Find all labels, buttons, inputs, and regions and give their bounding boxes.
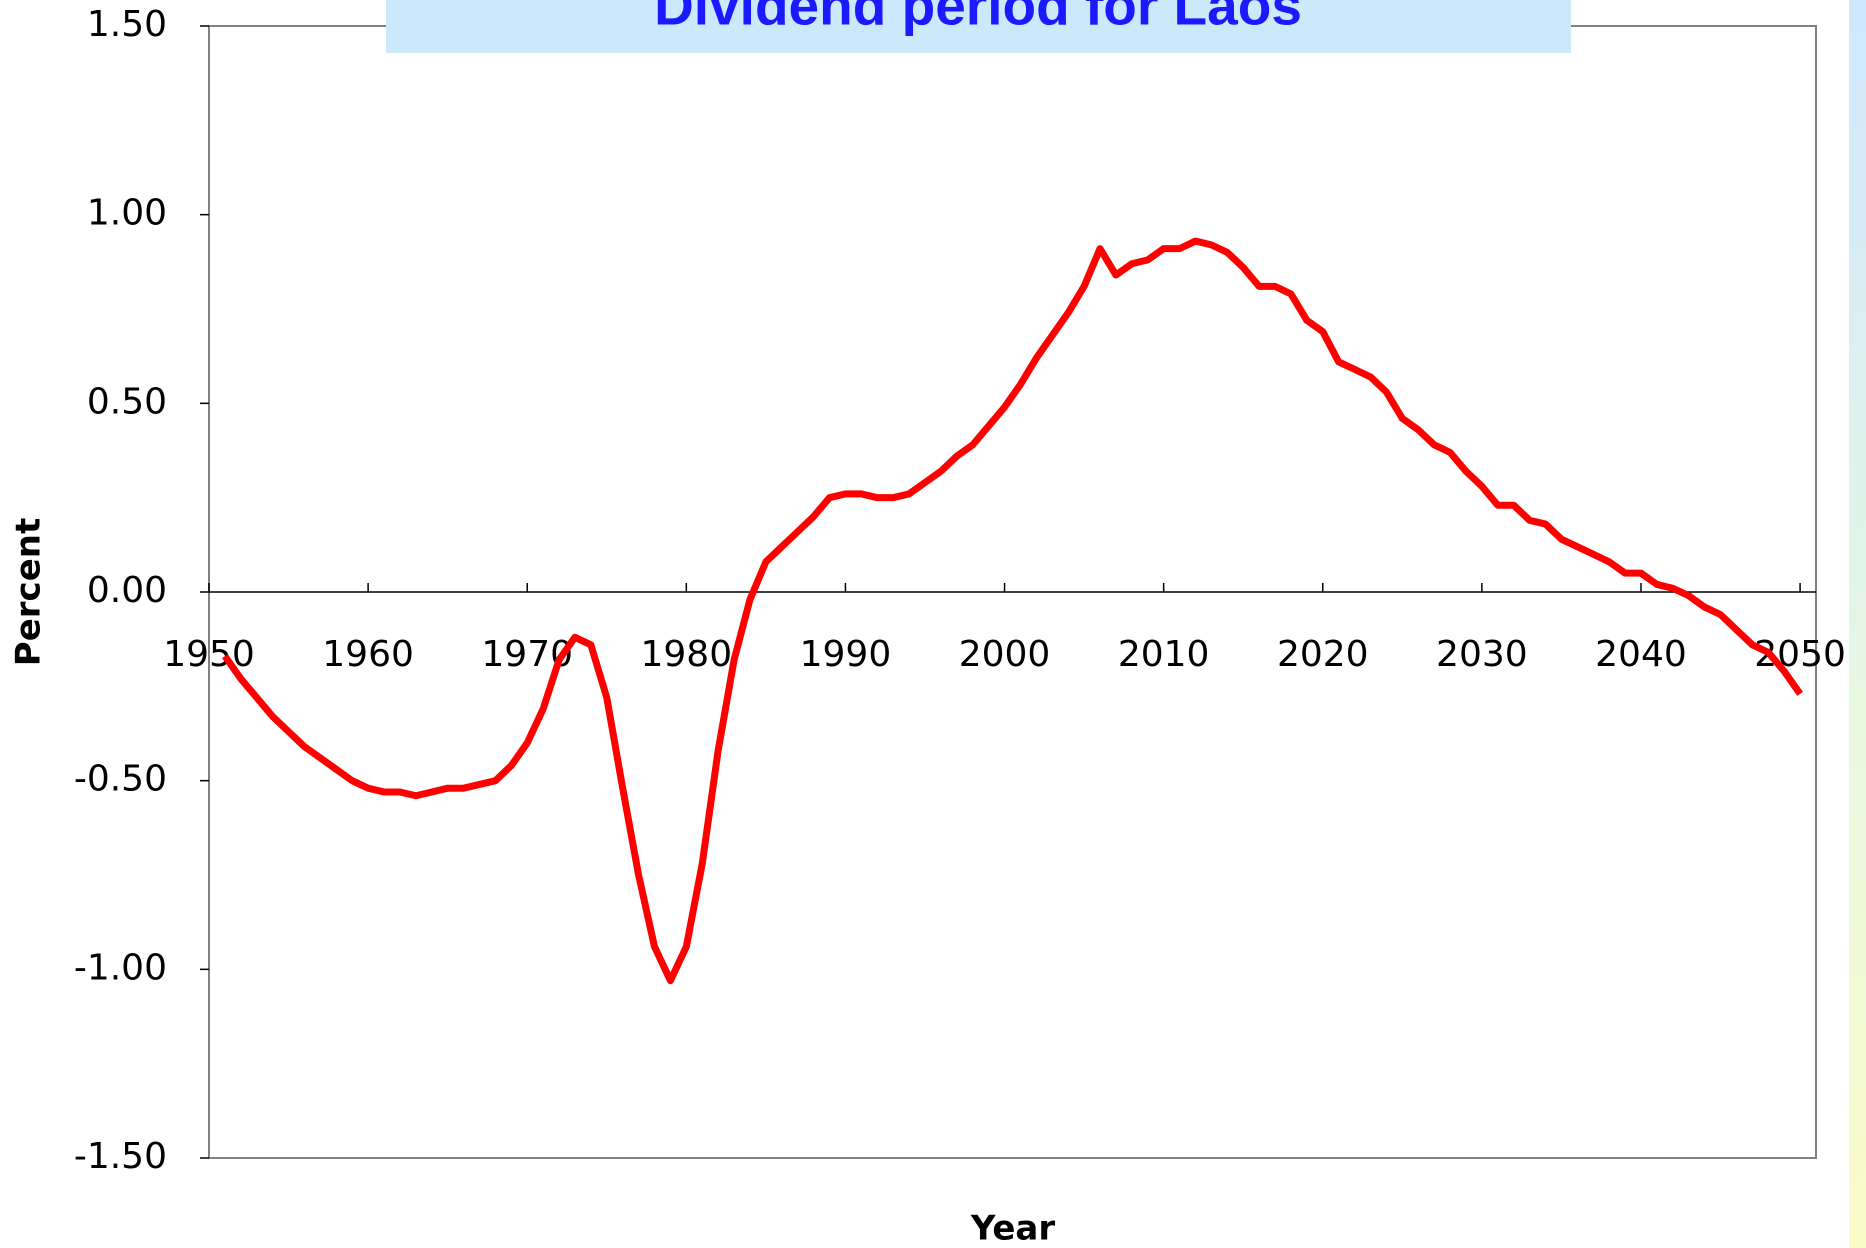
y-axis-title: Percent: [9, 518, 49, 666]
title-box: [386, 0, 1571, 53]
x-tick-label: 2010: [1118, 634, 1210, 675]
chart-title: Dividend period for Laos: [654, 0, 1302, 37]
x-tick-label: 2000: [959, 634, 1051, 675]
y-tick-label: 0.00: [87, 570, 167, 611]
x-tick-label: 1980: [641, 634, 733, 675]
y-tick-label: -1.00: [74, 947, 167, 988]
x-tick-label: 2040: [1595, 634, 1687, 675]
y-tick-label: 1.00: [87, 193, 167, 234]
y-tick-label: 0.50: [87, 381, 167, 422]
x-tick-label: 1960: [322, 634, 414, 675]
x-tick-label: 2030: [1436, 634, 1528, 675]
data-line: [222, 237, 1803, 985]
x-tick-label: 1990: [800, 634, 892, 675]
x-tick-label: 1950: [163, 634, 255, 675]
x-tick-label: 2020: [1277, 634, 1369, 675]
side-strip: [1849, 0, 1866, 1248]
x-axis-title: Year: [970, 1209, 1056, 1248]
y-tick-label: -1.50: [74, 1136, 167, 1177]
y-tick-label: 1.50: [87, 4, 167, 45]
y-tick-label: -0.50: [74, 759, 167, 800]
